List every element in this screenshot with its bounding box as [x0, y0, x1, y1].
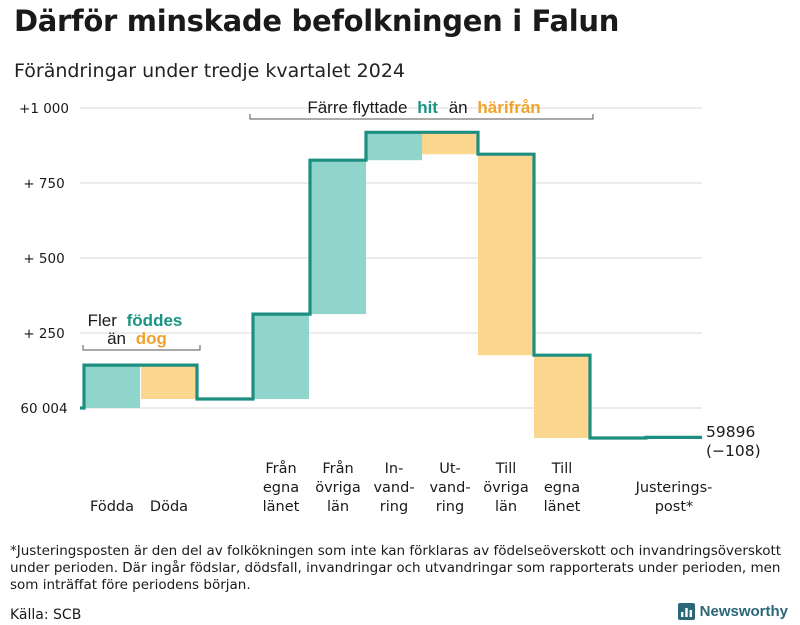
brand-logo: Newsworthy — [677, 603, 788, 620]
annotation-births-line2: än dog — [107, 329, 167, 348]
category-label: Till egna länet — [544, 461, 581, 515]
annotation-migration-an: än — [449, 98, 468, 117]
annotation-births-dog: dog — [136, 329, 167, 348]
end-value-label: 59896 (−108) — [706, 423, 761, 460]
waterfall-bar — [310, 160, 366, 315]
waterfall-bar — [253, 314, 309, 399]
waterfall-bar — [422, 132, 478, 155]
waterfall-bar — [478, 154, 534, 356]
annotation-births-bracket — [82, 345, 201, 351]
source-label: Källa: SCB — [10, 607, 82, 623]
category-label: In-vand-ring — [373, 461, 414, 515]
category-label: Justerings-post* — [635, 480, 713, 515]
bars — [84, 132, 590, 438]
y-tick-label: 60 004 — [20, 401, 67, 417]
waterfall-bar — [366, 132, 422, 161]
end-change: (−108) — [706, 442, 761, 460]
annotation-migration-harifran: härifrån — [477, 98, 540, 117]
end-value: 59896 — [706, 423, 755, 441]
page-title: Därför minskade befolkningen i Falun — [14, 4, 620, 38]
step-line — [80, 130, 702, 440]
waterfall-bar — [84, 365, 140, 408]
step-line-group — [80, 130, 702, 440]
annotation-migration-bracket — [249, 114, 594, 120]
annotations: Fler föddes än dog Färre flyttade hit än… — [82, 98, 594, 351]
category-labels: Födda Döda Från egna länet Från övriga län In-va… — [90, 460, 712, 515]
category-label: Ut-vand-ring — [429, 461, 470, 515]
waterfall-chart: +1 000 + 750 + 500 + 250 60 004 Födda Döda Frå… — [19, 98, 761, 515]
y-tick-label: + 750 — [23, 176, 64, 192]
y-tick-label: + 500 — [23, 251, 64, 267]
annotation-births-fler: Fler — [88, 311, 118, 330]
brand-name: Newsworthy — [699, 603, 788, 620]
waterfall-bar — [141, 365, 197, 399]
waterfall-bar — [534, 355, 590, 438]
category-label: Från övriga län — [315, 460, 361, 515]
page-subtitle: Förändringar under tredje kvartalet 2024 — [14, 60, 406, 82]
grid-lines — [80, 107, 702, 409]
annotation-births-line1: Fler föddes — [88, 311, 183, 330]
y-tick-label: +1 000 — [19, 101, 69, 117]
category-label: Födda — [90, 499, 134, 515]
y-tick-label: + 250 — [23, 326, 64, 342]
annotation-migration: Färre flyttade hit än härifrån — [307, 98, 540, 117]
annotation-births-an: än — [107, 329, 126, 348]
y-axis-ticks: +1 000 + 750 + 500 + 250 60 004 — [19, 101, 69, 417]
bar-chart-icon — [677, 603, 695, 620]
category-label: Till övriga län — [483, 461, 529, 515]
footnote: *Justeringsposten är den del av folkökni… — [10, 543, 782, 593]
annotation-migration-hit: hit — [417, 98, 438, 117]
annotation-migration-prefix: Färre flyttade — [307, 98, 407, 117]
category-label: Döda — [150, 499, 188, 515]
annotation-births-fodde: föddes — [127, 311, 183, 330]
category-label: Från egna länet — [263, 460, 300, 515]
